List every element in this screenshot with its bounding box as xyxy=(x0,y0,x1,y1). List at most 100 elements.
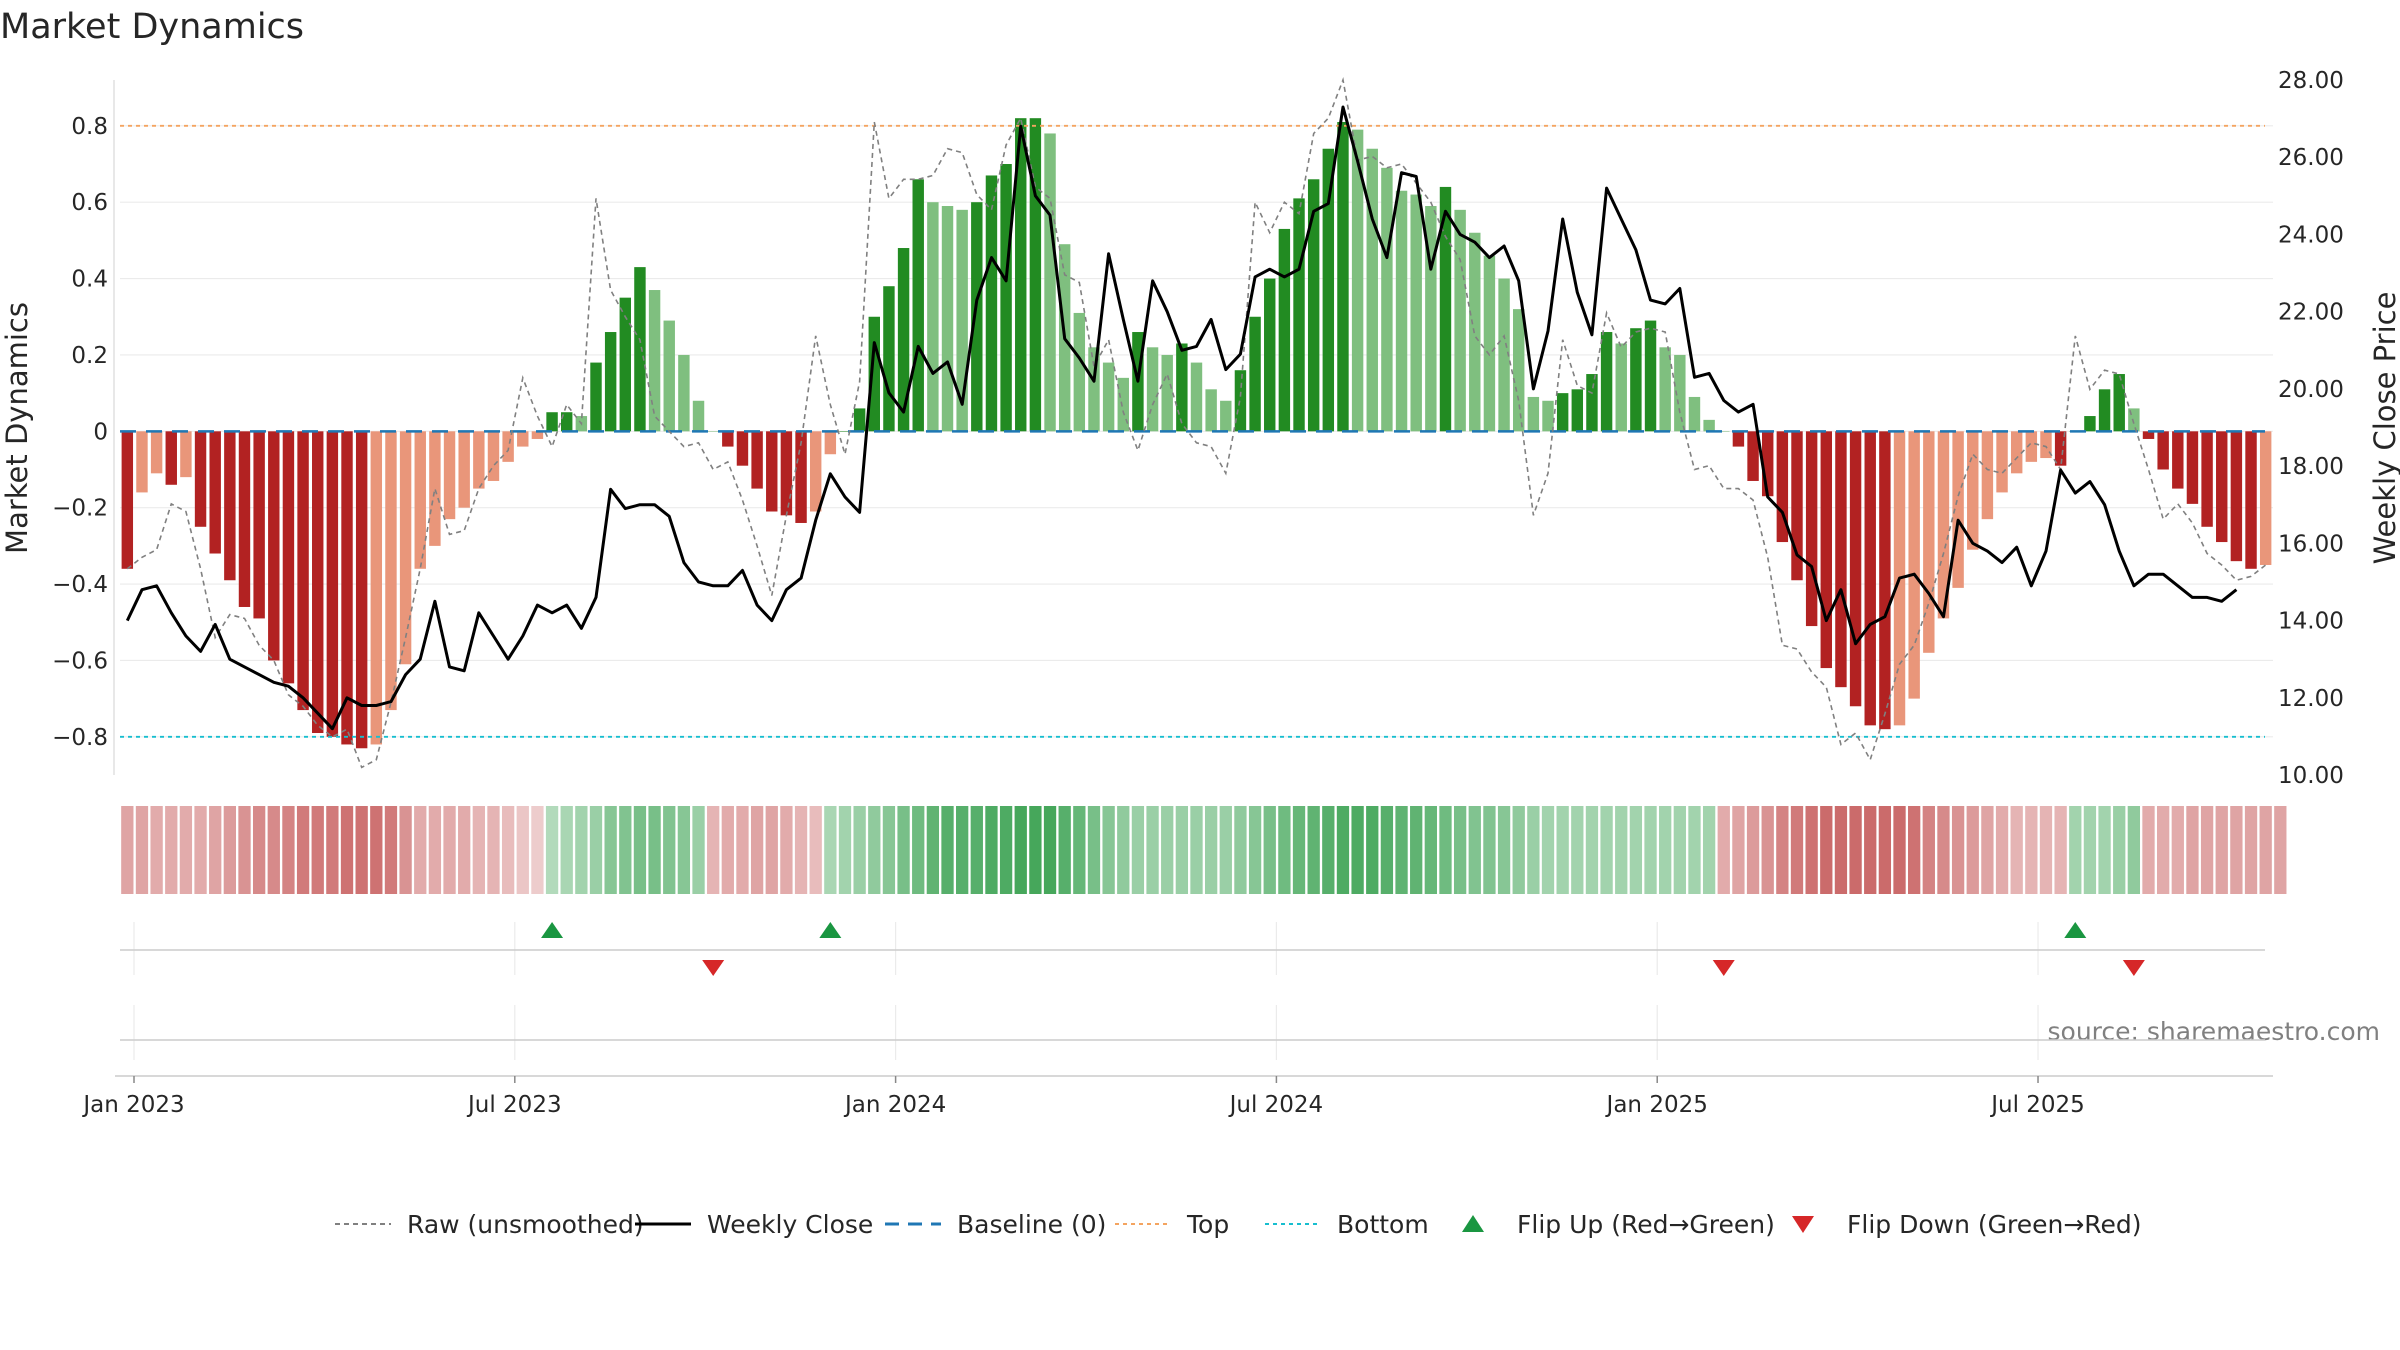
dynamics-bar xyxy=(136,431,148,493)
dynamics-bar xyxy=(1527,396,1540,432)
dynamics-bar xyxy=(268,431,280,661)
dynamics-bar xyxy=(150,431,163,474)
dynamics-bar xyxy=(1234,370,1247,432)
zone-cell xyxy=(1014,806,1027,894)
dynamics-bar xyxy=(1410,194,1422,432)
zone-cell xyxy=(150,806,163,894)
zone-cell xyxy=(135,806,149,894)
dynamics-bar xyxy=(604,332,617,432)
y-right-tick-label: 18.00 xyxy=(2278,454,2344,480)
dynamics-bar xyxy=(1381,167,1393,432)
dynamics-bar xyxy=(2259,431,2272,565)
zone-cell xyxy=(1453,806,1467,894)
zone-cell xyxy=(2069,806,2082,894)
dynamics-bar xyxy=(927,202,939,432)
zone-cell xyxy=(384,806,398,894)
zone-cell xyxy=(1043,806,1057,894)
dynamics-bar xyxy=(531,431,544,439)
legend-label: Top xyxy=(1186,1210,1229,1239)
flip-down-marker xyxy=(1712,960,1735,976)
zone-cell xyxy=(912,806,925,894)
zone-cell xyxy=(721,806,734,894)
zone-cell xyxy=(1307,806,1320,894)
dynamics-bar xyxy=(355,431,368,749)
dynamics-bar xyxy=(1659,347,1671,432)
zone-cell xyxy=(1527,806,1540,894)
dynamics-bar xyxy=(795,431,807,523)
zone-cell xyxy=(516,806,529,894)
dynamics-bar xyxy=(941,206,954,432)
zone-cell xyxy=(238,806,251,894)
dynamics-bar xyxy=(1864,431,1876,726)
dynamics-bar xyxy=(238,431,251,607)
dynamics-bar xyxy=(619,297,632,432)
zone-cell xyxy=(2259,806,2272,894)
dynamics-bar xyxy=(853,408,866,432)
zone-cell xyxy=(1893,806,1906,894)
zone-cell xyxy=(1820,806,1833,894)
dynamics-bar xyxy=(458,431,470,508)
dynamics-bar xyxy=(253,431,265,619)
y-left-tick-label: 0.6 xyxy=(71,190,108,216)
dynamics-bar xyxy=(1513,309,1525,432)
zone-cell xyxy=(648,806,661,894)
zone-cell xyxy=(999,806,1013,894)
zone-cell xyxy=(414,806,427,894)
zone-cell xyxy=(985,806,998,894)
dynamics-bar xyxy=(1483,255,1496,432)
zone-cell xyxy=(121,806,134,894)
zone-cell xyxy=(2127,806,2141,894)
zone-cell xyxy=(1600,806,1613,894)
chart-title: Market Dynamics xyxy=(0,7,304,47)
zone-cell xyxy=(2215,806,2228,894)
zone-cell xyxy=(194,806,207,894)
dynamics-bar xyxy=(341,431,353,745)
left-axis-title: Market Dynamics xyxy=(0,302,34,554)
zone-cell xyxy=(824,806,837,894)
dynamics-bar xyxy=(634,267,646,432)
source-credit: source: sharemaestro.com xyxy=(2048,1017,2381,1046)
dynamics-bar xyxy=(1674,354,1686,432)
zone-cell xyxy=(2083,806,2097,894)
dynamics-bar xyxy=(1967,431,1979,550)
zone-cell xyxy=(633,806,647,894)
zone-cell xyxy=(1761,806,1774,894)
zone-cell xyxy=(2010,806,2023,894)
y-left-tick-label: 0.2 xyxy=(71,343,108,369)
zone-cell xyxy=(1673,806,1686,894)
zone-cell xyxy=(1278,806,1291,894)
x-tick-label: Jan 2023 xyxy=(81,1092,184,1118)
dynamics-bar xyxy=(1615,343,1627,432)
dynamics-bar xyxy=(1117,377,1129,432)
dynamics-bar xyxy=(2128,408,2140,432)
zone-cell xyxy=(838,806,852,894)
dynamics-bar xyxy=(766,431,778,512)
zone-cell xyxy=(326,806,339,894)
zone-cell xyxy=(707,806,720,894)
zone-cell xyxy=(1717,806,1730,894)
legend-label: Baseline (0) xyxy=(957,1210,1106,1239)
zone-cell xyxy=(1395,806,1408,894)
zone-cell xyxy=(209,806,222,894)
zone-cell xyxy=(1644,806,1657,894)
dynamics-bar xyxy=(1395,190,1408,432)
dynamics-bar xyxy=(1146,347,1159,432)
zone-cell xyxy=(692,806,705,894)
dynamics-bar xyxy=(165,431,177,485)
dynamics-bar xyxy=(1337,122,1349,432)
zone-cell xyxy=(1541,806,1555,894)
dynamics-bar xyxy=(1849,431,1862,707)
dynamics-bar xyxy=(736,431,749,466)
legend-label: Weekly Close xyxy=(707,1210,873,1239)
y-left-tick-label: 0.8 xyxy=(71,114,108,140)
dynamics-bar xyxy=(1908,431,1920,699)
zone-cell xyxy=(1351,806,1364,894)
zone-cell xyxy=(1161,806,1174,894)
zone-cell xyxy=(311,806,324,894)
zone-cell xyxy=(2186,806,2199,894)
zone-cell xyxy=(2171,806,2184,894)
zone-cell xyxy=(443,806,456,894)
dynamics-bar xyxy=(2230,431,2243,562)
zone-cell xyxy=(1981,806,1994,894)
